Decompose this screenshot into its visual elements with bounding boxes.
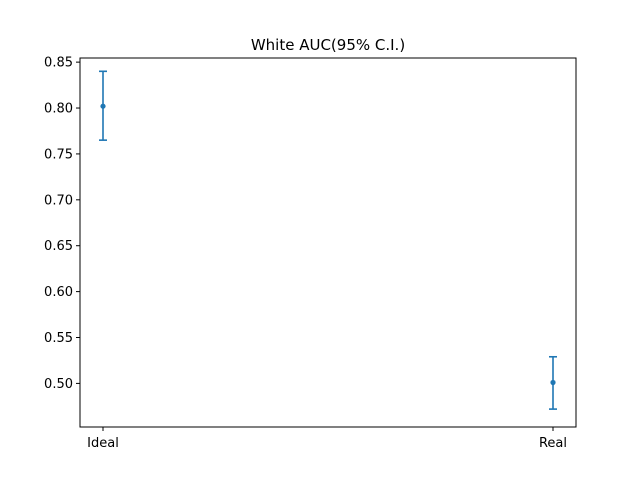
y-tick-label: 0.80	[44, 102, 73, 117]
y-tick-label: 0.85	[44, 56, 73, 71]
y-tick-label: 0.60	[44, 285, 73, 300]
x-tick-label: Ideal	[87, 436, 119, 451]
y-tick-label: 0.70	[44, 193, 73, 208]
y-tick-label: 0.55	[44, 331, 73, 346]
y-tick-label: 0.65	[44, 239, 73, 254]
y-tick-label: 0.75	[44, 147, 73, 162]
data-point	[100, 103, 106, 109]
data-point	[550, 379, 556, 386]
chart-title: White AUC(95% C.I.)	[251, 36, 405, 54]
y-tick-label: 0.50	[44, 377, 73, 392]
x-tick-label: Real	[539, 436, 567, 451]
plot-frame	[79, 57, 577, 428]
plot-area: 0.50 0.55 0.60 0.65 0.70 0.75 0.80 0.85 Ideal Rea…	[44, 56, 567, 451]
